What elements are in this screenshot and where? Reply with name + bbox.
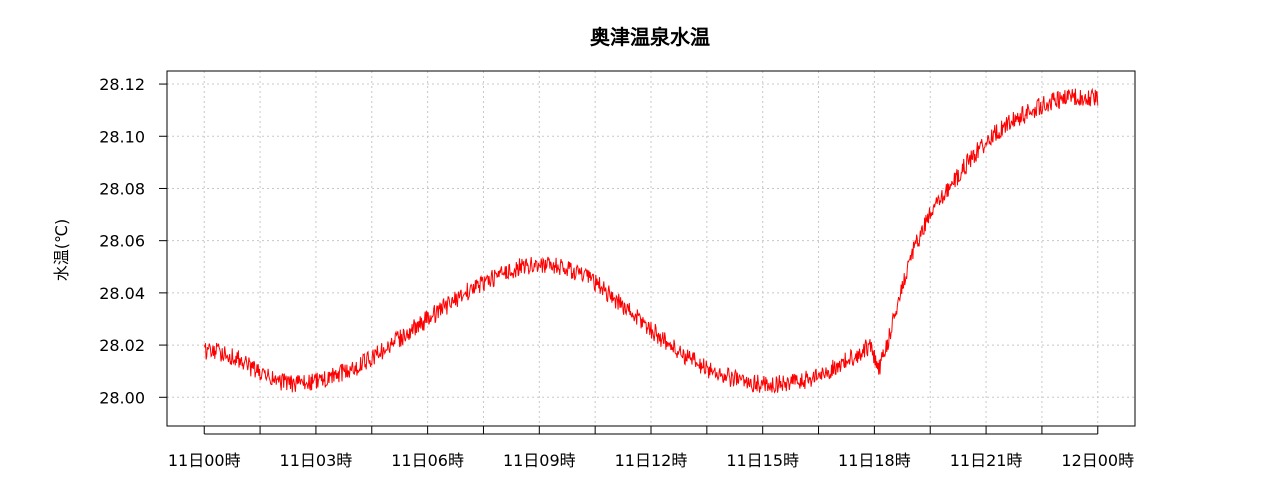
y-tick-label: 28.10: [99, 127, 145, 146]
x-axis: 11日00時 11日03時 11日06時 11日09時 11日12時 11日15時 11日1…: [168, 426, 1134, 470]
y-axis: 28.00 28.02 28.04 28.06 28.08 28.10 28.12: [99, 75, 167, 407]
x-tick-label: 12日00時: [1061, 451, 1134, 470]
series-layer: [203, 87, 1099, 394]
y-tick-label: 28.02: [99, 336, 145, 355]
x-tick-label: 11日12時: [615, 451, 688, 470]
chart-title: 奥津温泉水温: [590, 25, 710, 49]
x-tick-label: 11日03時: [280, 451, 353, 470]
series-line: [203, 87, 1099, 394]
y-tick-label: 28.06: [99, 232, 145, 251]
x-tick-label: 11日06時: [391, 451, 464, 470]
x-tick-label: 11日00時: [168, 451, 241, 470]
x-tick-label: 11日09時: [503, 451, 576, 470]
y-tick-label: 28.12: [99, 75, 145, 94]
grid-lines: [167, 71, 1135, 426]
y-tick-label: 28.04: [99, 284, 145, 303]
y-axis-label: 水温(℃): [52, 219, 71, 281]
y-tick-label: 28.08: [99, 179, 145, 198]
x-tick-label: 11日15時: [726, 451, 799, 470]
x-tick-label: 11日18時: [838, 451, 911, 470]
y-tick-label: 28.00: [99, 388, 145, 407]
x-tick-label: 11日21時: [950, 451, 1023, 470]
